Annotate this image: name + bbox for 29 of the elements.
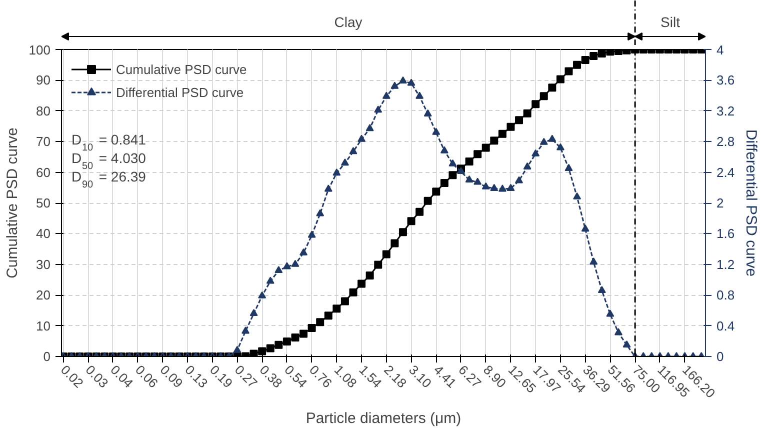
y-tick-label: 70 [36, 134, 51, 150]
text: Clay [334, 14, 362, 30]
y-tick-label: 0 [43, 349, 51, 364]
y-tick-label: 30 [36, 256, 51, 272]
y-tick-label: 50 [36, 196, 51, 210]
y2-tick-label: 4 [716, 42, 724, 58]
y-axis-title: Cumulative PSD curve [4, 128, 21, 278]
y2-tick-label: 2.4 [716, 164, 735, 180]
y2-tick-label: 2.8 [716, 134, 735, 150]
y2-tick-label: 2 [716, 196, 724, 210]
y2-tick-label: 1.6 [716, 226, 735, 242]
y-tick-label: 90 [36, 72, 51, 88]
y2-tick-label: 1.2 [716, 256, 735, 272]
legend-label: Cumulative PSD curve [116, 62, 247, 76]
legend-label: Differential PSD curve [116, 84, 244, 100]
y-tick-label: 20 [36, 288, 51, 303]
y2-tick-label: 0 [716, 349, 724, 364]
y2-tick-label: 0.4 [716, 318, 735, 334]
text: Silt [660, 14, 680, 30]
y-tick-label: 60 [36, 164, 51, 180]
y-tick-label: 100 [28, 42, 51, 58]
y-tick-label: 80 [36, 103, 51, 118]
y-tick-label: 40 [36, 226, 51, 242]
y-tick-label: 10 [36, 318, 51, 334]
x-axis-title: Particle diameters (μm) [306, 410, 462, 427]
y2-tick-label: 0.8 [716, 288, 735, 303]
y2-axis-title: Differential PSD curve [742, 129, 760, 277]
y2-tick-label: 3.6 [716, 72, 735, 88]
y2-tick-label: 3.2 [716, 103, 735, 118]
